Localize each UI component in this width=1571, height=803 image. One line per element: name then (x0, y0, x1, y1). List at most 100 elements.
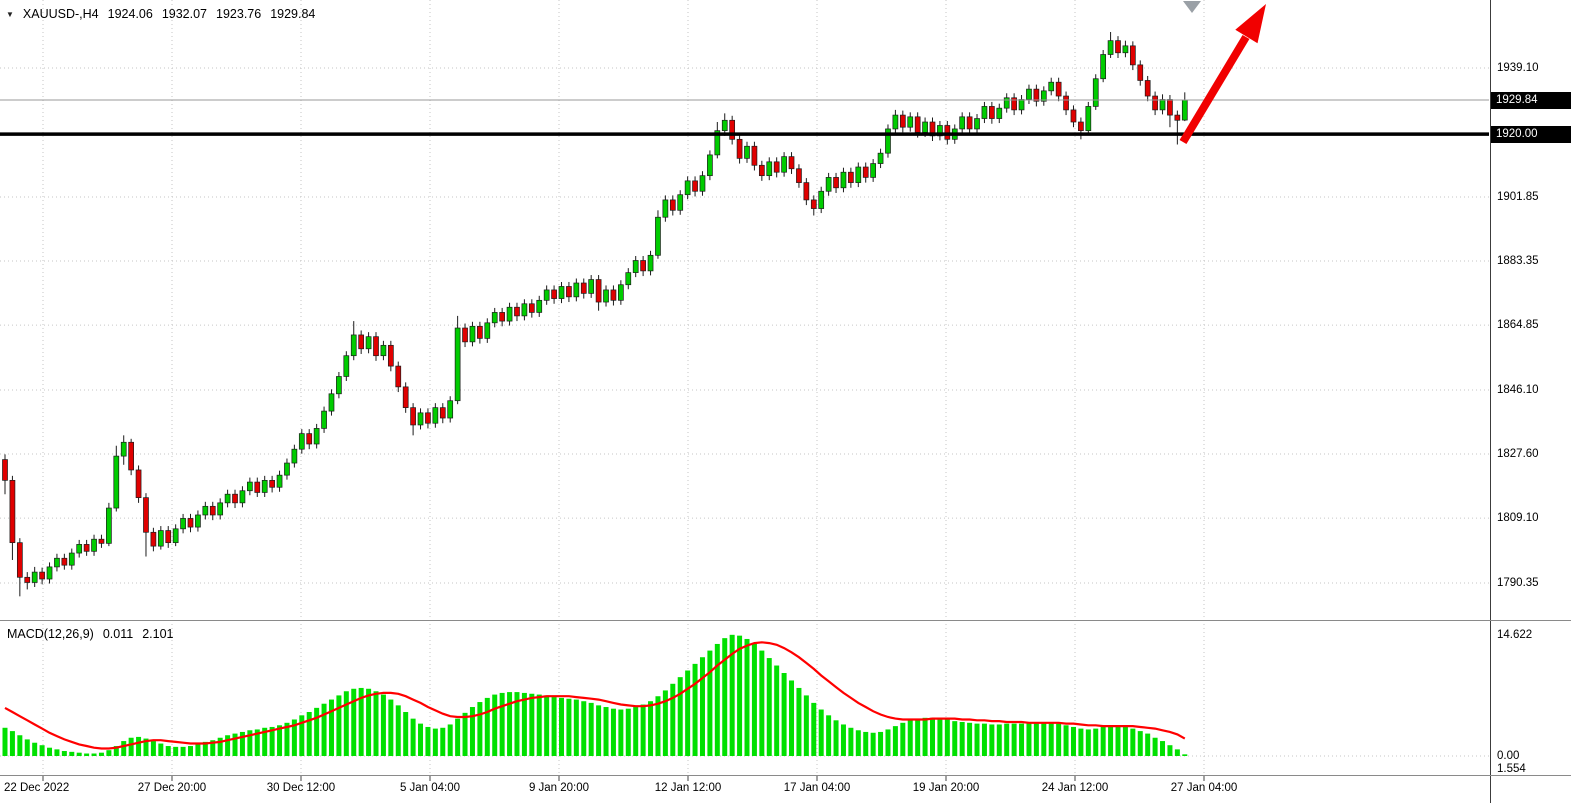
macd-histogram-bar (826, 715, 832, 756)
candle-body (1144, 80, 1151, 97)
price-axis-label: 1883.35 (1497, 255, 1539, 267)
macd-histogram-bar (299, 715, 305, 756)
macd-histogram-bar (848, 727, 854, 756)
macd-histogram-bar (1108, 726, 1114, 756)
candle-body (202, 505, 209, 516)
candle-body (996, 107, 1003, 119)
macd-panel-separator[interactable] (0, 620, 1571, 621)
candle-body (877, 152, 884, 164)
time-axis-label: 5 Jan 04:00 (399, 782, 461, 794)
candle-body (402, 386, 409, 408)
candle-body (1003, 97, 1010, 109)
macd-histogram-bar (306, 712, 312, 756)
macd-histogram-bar (232, 733, 238, 756)
candle-body (736, 138, 743, 159)
time-axis-label: 24 Jan 12:00 (1041, 782, 1109, 794)
macd-histogram-bar (551, 697, 557, 756)
candle-body (358, 334, 365, 350)
macd-histogram-bar (1167, 745, 1173, 756)
candle-body (1115, 40, 1121, 54)
candle-body (224, 493, 231, 504)
macd-histogram-bar (455, 718, 461, 756)
candle-body (284, 462, 290, 476)
macd-histogram-bar (165, 746, 171, 756)
candle-body (699, 175, 706, 192)
macd-histogram-bar (1019, 723, 1025, 756)
macd-histogram-bar (418, 723, 424, 756)
time-axis-label: 27 Dec 20:00 (137, 782, 207, 794)
ohlc-open-value: 1924.06 (107, 7, 153, 21)
macd-histogram-bar (136, 736, 142, 756)
macd-histogram-bar (210, 740, 216, 756)
macd-histogram-bar (180, 746, 186, 756)
candle-body (1063, 95, 1069, 111)
macd-histogram-bar (1033, 722, 1039, 756)
candle-body (373, 336, 379, 357)
macd-histogram-bar (714, 643, 720, 756)
candle-body (432, 407, 439, 424)
macd-histogram-bar (1145, 733, 1151, 756)
macd-histogram-bar (1160, 741, 1166, 756)
macd-histogram-bar (803, 695, 809, 756)
candle-body (810, 199, 817, 209)
candle-body (640, 260, 646, 272)
macd-histogram-bar (98, 752, 104, 756)
candle-body (1078, 121, 1084, 132)
candle-body (618, 284, 624, 301)
macd-histogram-bar (833, 720, 839, 756)
candle-body (677, 194, 684, 211)
macd-histogram-bar (588, 702, 594, 756)
macd-histogram-bar (195, 744, 201, 756)
macd-histogram-bar (692, 663, 698, 756)
macd-histogram-bar (499, 692, 505, 756)
macd-histogram-bar (744, 638, 750, 756)
macd-histogram-bar (707, 650, 713, 756)
macd-histogram-bar (536, 694, 542, 756)
macd-histogram-bar (855, 730, 861, 756)
candle-body (1100, 54, 1107, 80)
macd-histogram-bar (358, 687, 364, 756)
candle-body (261, 479, 268, 493)
macd-histogram-bar (796, 687, 802, 756)
macd-histogram-bar (9, 731, 15, 756)
macd-histogram-bar (225, 735, 231, 756)
symbol-dropdown-icon[interactable]: ▼ (6, 10, 14, 19)
macd-histogram-bar (699, 657, 705, 756)
macd-histogram-bar (670, 683, 676, 756)
candle-body (692, 180, 698, 192)
macd-histogram-bar (410, 718, 416, 756)
macd-histogram-bar (143, 738, 149, 756)
macd-histogram-bar (573, 699, 579, 756)
macd-histogram-bar (32, 742, 38, 756)
macd-histogram-bar (321, 703, 327, 756)
candle-body (1092, 78, 1099, 107)
candle-body (959, 116, 966, 130)
time-axis-label: 9 Jan 20:00 (528, 782, 590, 794)
macd-histogram-bar (514, 692, 520, 756)
macd-histogram-bar (113, 746, 119, 756)
macd-histogram-bar (759, 650, 765, 756)
price-axis-border (1490, 0, 1491, 803)
candle-body (9, 479, 16, 544)
macd-histogram-bar (789, 680, 795, 756)
candle-body (773, 161, 780, 173)
chart-shift-marker-icon[interactable] (1183, 1, 1201, 13)
macd-histogram-bar (254, 729, 260, 756)
macd-histogram-bar (915, 718, 921, 756)
candle-body (31, 571, 38, 583)
candle-body (855, 166, 862, 183)
candle-body (536, 299, 543, 313)
candle-body (966, 116, 973, 130)
symbol-timeframe-label: XAUUSD-,H4 (22, 7, 99, 21)
macd-histogram-bar (291, 719, 297, 756)
candle-body (24, 576, 31, 583)
price-axis-label: 1790.35 (1497, 577, 1539, 589)
candle-body (439, 407, 446, 419)
macd-histogram-bar (128, 737, 134, 756)
candle-body (247, 481, 253, 492)
candle-body (744, 145, 750, 159)
candle-body (1033, 88, 1040, 102)
candle-body (143, 497, 149, 533)
macd-histogram-bar (484, 697, 490, 756)
